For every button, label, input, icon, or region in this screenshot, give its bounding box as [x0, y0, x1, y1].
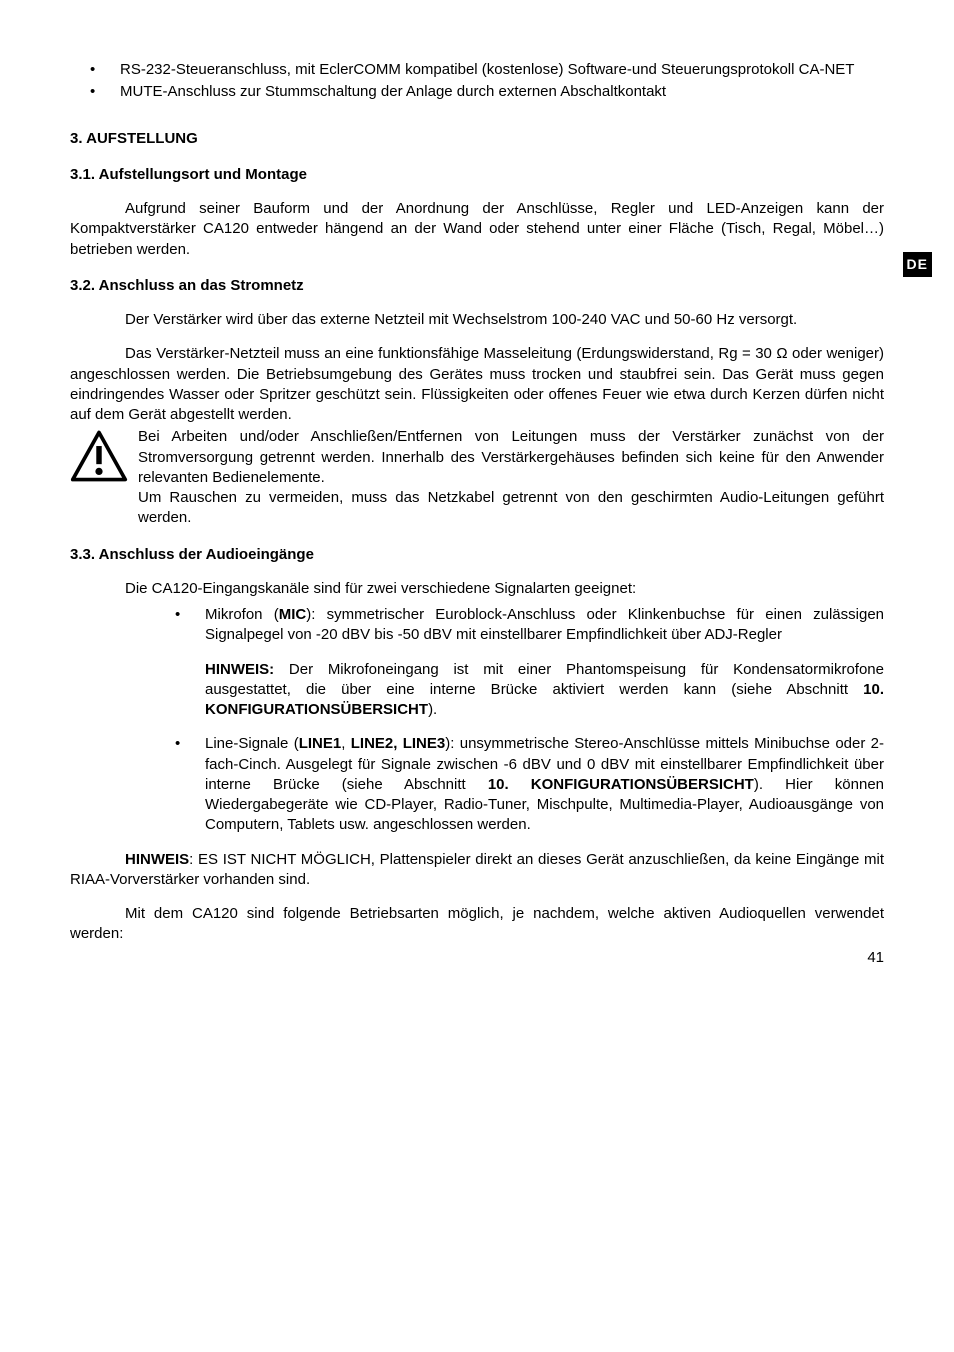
bullet-item: RS-232-Steueranschluss, mit EclerCOMM ko… [70, 60, 884, 80]
bold-text: LINE2, LINE3 [351, 735, 446, 752]
paragraph: Mit dem CA120 sind folgende Betriebsarte… [70, 904, 884, 945]
warning-text: Bei Arbeiten und/oder Anschließen/Entfer… [138, 427, 884, 528]
text-run: , [341, 735, 351, 752]
warning-icon [70, 429, 128, 483]
text-run: : ES IST NICHT MÖGLICH, Plattenspieler d… [70, 851, 884, 888]
bold-text: HINWEIS: [205, 661, 274, 678]
language-badge: DE [903, 252, 932, 277]
bold-text: HINWEIS [125, 851, 189, 868]
paragraph: Die CA120-Eingangskanäle sind für zwei v… [125, 579, 884, 599]
text-run: Mikrofon ( [205, 606, 279, 623]
sub-heading-33: 3.3. Anschluss der Audioeingänge [70, 545, 884, 565]
warning-line: Um Rauschen zu vermeiden, muss das Netzk… [138, 489, 884, 526]
top-bullet-list: RS-232-Steueranschluss, mit EclerCOMM ko… [70, 60, 884, 103]
page-number: 41 [867, 948, 884, 968]
text-run: Der Mikrofoneingang ist mit einer Phanto… [205, 661, 884, 698]
paragraph: Das Verstärker-Netzteil muss an eine fun… [70, 344, 884, 425]
text-run: ): symmetrischer Euroblock-Anschluss ode… [205, 606, 884, 643]
hinweis-block: HINWEIS: Der Mikrofoneingang ist mit ein… [205, 660, 884, 721]
bullet-item: MUTE-Anschluss zur Stummschaltung der An… [70, 82, 884, 102]
bold-text: 10. KONFIGURATIONSÜBERSICHT [488, 776, 754, 793]
section-heading-3: 3. AUFSTELLUNG [70, 129, 884, 149]
bold-text: LINE1 [299, 735, 342, 752]
text-run: ). [428, 701, 437, 718]
warning-line: Bei Arbeiten und/oder Anschließen/Entfer… [138, 428, 884, 486]
sub-heading-31: 3.1. Aufstellungsort und Montage [70, 165, 884, 185]
bullet-item-line: Line-Signale (LINE1, LINE2, LINE3): unsy… [70, 734, 884, 835]
inner-bullet-list: Mikrofon (MIC): symmetrischer Euroblock-… [70, 605, 884, 836]
text-run: Line-Signale ( [205, 735, 299, 752]
sub-heading-32: 3.2. Anschluss an das Stromnetz [70, 276, 884, 296]
warning-block: Bei Arbeiten und/oder Anschließen/Entfer… [70, 427, 884, 528]
paragraph: Der Verstärker wird über das externe Net… [70, 310, 884, 330]
paragraph: Aufgrund seiner Bauform und der Anordnun… [70, 199, 884, 260]
bullet-item-mic: Mikrofon (MIC): symmetrischer Euroblock-… [70, 605, 884, 720]
paragraph-hinweis: HINWEIS: ES IST NICHT MÖGLICH, Plattensp… [70, 850, 884, 891]
bold-text: MIC [279, 606, 307, 623]
